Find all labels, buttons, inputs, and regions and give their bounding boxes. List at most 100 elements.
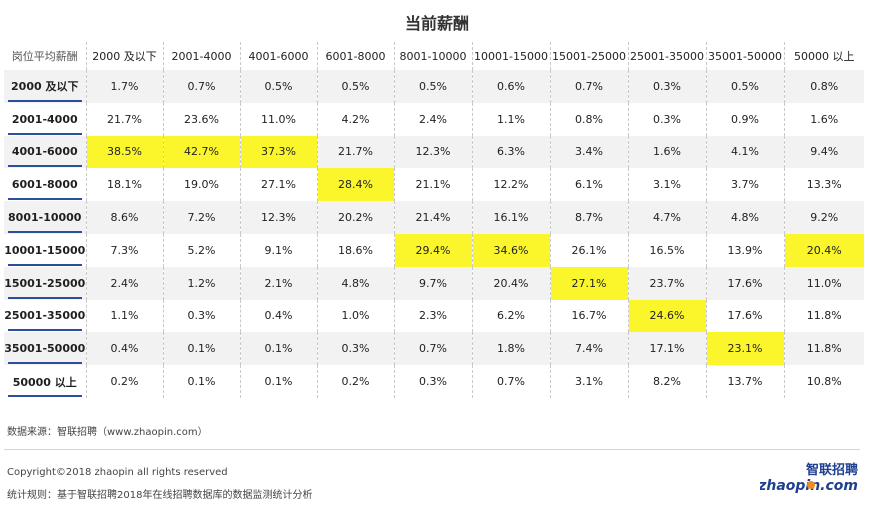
table-cell: 16.1% — [472, 201, 551, 234]
footer-divider — [4, 449, 860, 450]
table-cell: 4.8% — [706, 201, 785, 234]
highlighted-cell: 28.4% — [317, 168, 395, 202]
row-header: 2000 及以下 — [4, 70, 87, 103]
column-header: 4001-6000 — [240, 42, 318, 70]
column-header: 35001-50000 — [706, 42, 785, 70]
table-cell: 9.2% — [784, 201, 864, 234]
table-cell: 21.7% — [86, 102, 164, 136]
table-body: 2000 及以下 1.7% 0.7% 0.5% 0.5% 0.5% 0.6% 0.7% 0.3%… — [4, 70, 864, 398]
table-cell: 11.0% — [240, 102, 318, 136]
highlighted-cell: 29.4% — [394, 233, 473, 267]
table-cell: 9.1% — [240, 233, 318, 267]
table-cell: 0.6% — [472, 70, 551, 103]
table-cell: 27.1% — [240, 168, 318, 202]
table-cell: 0.5% — [240, 70, 318, 103]
logo-chinese-text: 智联招聘 — [806, 462, 858, 478]
table-cell: 4.8% — [317, 266, 395, 300]
data-source-note: 数据来源：智联招聘（www.zhaopin.com） — [7, 427, 208, 438]
table-cell: 0.3% — [628, 70, 707, 103]
zhaopin-logo-graphic: 智联招聘 zhaopin.com — [757, 462, 858, 494]
table-cell: 0.9% — [706, 102, 785, 136]
table-cell: 3.7% — [706, 168, 785, 202]
column-header: 15001-25000 — [550, 42, 629, 70]
table-cell: 13.9% — [706, 233, 785, 267]
table-row: 25001-35000 1.1% 0.3% 0.4% 1.0% 2.3% 6.2% 16.7%… — [4, 299, 864, 333]
column-header: 10001-15000 — [472, 42, 551, 70]
table-cell: 0.2% — [317, 365, 395, 398]
highlighted-cell: 42.7% — [163, 135, 241, 169]
table-cell: 18.1% — [86, 168, 164, 202]
table-cell: 4.7% — [628, 201, 707, 234]
table-cell: 3.1% — [628, 168, 707, 202]
column-header: 25001-35000 — [628, 42, 707, 70]
table-cell: 3.4% — [550, 135, 629, 169]
table-cell: 19.0% — [163, 168, 241, 202]
table-cell: 9.7% — [394, 266, 473, 300]
row-header: 35001-50000 — [4, 332, 87, 366]
zhaopin-logo: 智联招聘 zhaopin.com — [757, 460, 860, 496]
table-cell: 0.7% — [163, 70, 241, 103]
table-cell: 2.4% — [394, 102, 473, 136]
table-cell: 23.6% — [163, 102, 241, 136]
table-cell: 9.4% — [784, 135, 864, 169]
table-row: 50000 以上 0.2% 0.1% 0.1% 0.2% 0.3% 0.7% 3.1% 8.2%… — [4, 365, 864, 398]
table-cell: 12.3% — [394, 135, 473, 169]
table-cell: 3.1% — [550, 365, 629, 398]
table-cell: 0.4% — [240, 299, 318, 333]
table-cell: 0.7% — [394, 332, 473, 366]
table-cell: 1.0% — [317, 299, 395, 333]
table-row: 4001-6000 38.5% 42.7% 37.3% 21.7% 12.3% 6.3% 3.… — [4, 135, 864, 169]
corner-header: 岗位平均薪酬 — [4, 42, 87, 70]
chart-title: 当前薪酬 — [404, 14, 469, 33]
table-row: 35001-50000 0.4% 0.1% 0.1% 0.3% 0.7% 1.8% 7.4% 1… — [4, 332, 864, 366]
salary-table: 岗位平均薪酬 2000 及以下 2001-4000 4001-6000 6001… — [4, 42, 864, 398]
table-cell: 0.7% — [472, 365, 551, 398]
table-cell: 1.1% — [86, 299, 164, 333]
table-cell: 0.5% — [317, 70, 395, 103]
table-cell: 8.7% — [550, 201, 629, 234]
table-row: 6001-8000 18.1% 19.0% 27.1% 28.4% 21.1% 12.2% 6… — [4, 168, 864, 202]
table-cell: 26.1% — [550, 233, 629, 267]
statistics-rule-text: 统计规则：基于智联招聘2018年在线招聘数据库的数据监测统计分析 — [7, 490, 313, 501]
table-cell: 4.1% — [706, 135, 785, 169]
table-cell: 23.7% — [628, 266, 707, 300]
table-row: 8001-10000 8.6% 7.2% 12.3% 20.2% 21.4% 16.1% 8.… — [4, 201, 864, 234]
table-cell: 0.3% — [317, 332, 395, 366]
table-cell: 16.7% — [550, 299, 629, 333]
table-cell: 0.8% — [550, 102, 629, 136]
column-header: 50000 以上 — [794, 50, 855, 63]
highlighted-cell: 20.4% — [784, 233, 864, 267]
row-header: 6001-8000 — [4, 168, 87, 202]
table-cell: 0.4% — [86, 332, 164, 366]
table-cell: 16.5% — [628, 233, 707, 267]
table-cell: 12.2% — [472, 168, 551, 202]
table-cell: 6.1% — [550, 168, 629, 202]
row-header: 4001-6000 — [4, 135, 87, 169]
table-cell: 0.5% — [394, 70, 473, 103]
column-header: 2000 及以下 — [86, 42, 164, 70]
table-cell: 17.1% — [628, 332, 707, 366]
row-header: 2001-4000 — [4, 102, 87, 136]
table-cell: 8.6% — [86, 201, 164, 234]
table-cell: 0.3% — [394, 365, 473, 398]
table-cell: 5.2% — [163, 233, 241, 267]
table-cell: 21.1% — [394, 168, 473, 202]
table-row: 10001-15000 7.3% 5.2% 9.1% 18.6% 29.4% 34.6% 26… — [4, 233, 864, 267]
table-cell: 4.2% — [317, 102, 395, 136]
row-header: 50000 以上 — [4, 365, 87, 398]
table-cell: 0.3% — [628, 102, 707, 136]
highlighted-cell: 38.5% — [86, 135, 164, 169]
table-cell: 1.6% — [628, 135, 707, 169]
table-cell: 2.4% — [86, 266, 164, 300]
column-header: 8001-10000 — [394, 42, 473, 70]
copyright-text: Copyright©2018 zhaopin all rights reserv… — [7, 467, 228, 478]
table-cell: 11.0% — [784, 266, 864, 300]
table-cell: 1.2% — [163, 266, 241, 300]
header-row: 岗位平均薪酬 2000 及以下 2001-4000 4001-6000 6001… — [4, 42, 864, 70]
table-cell: 21.4% — [394, 201, 473, 234]
table-cell: 0.7% — [550, 70, 629, 103]
table-cell: 17.6% — [706, 266, 785, 300]
table-cell: 7.3% — [86, 233, 164, 267]
table-cell: 7.4% — [550, 332, 629, 366]
highlighted-cell: 34.6% — [472, 233, 551, 267]
